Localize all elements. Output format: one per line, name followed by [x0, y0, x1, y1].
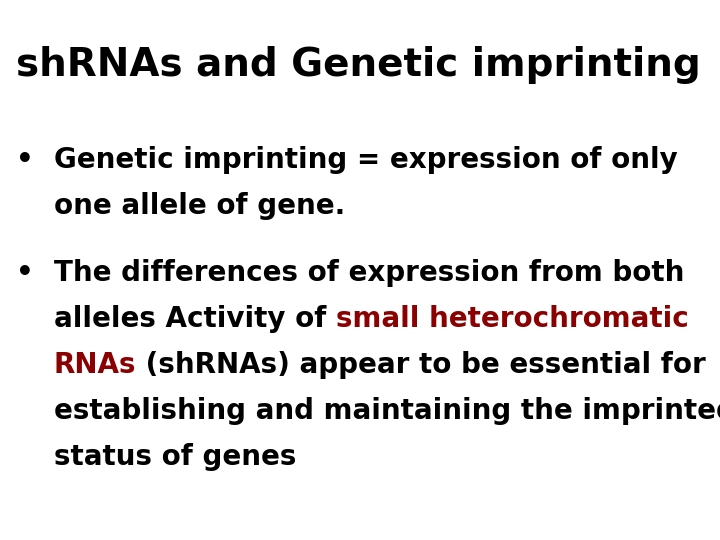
Text: alleles Activity of: alleles Activity of: [54, 305, 336, 333]
Text: one allele of gene.: one allele of gene.: [54, 192, 346, 220]
Text: Genetic imprinting = expression of only: Genetic imprinting = expression of only: [54, 146, 678, 174]
Text: establishing and maintaining the imprinted: establishing and maintaining the imprint…: [54, 397, 720, 425]
Text: status of genes: status of genes: [54, 443, 297, 471]
Text: (shRNAs) appear to be essential for: (shRNAs) appear to be essential for: [137, 351, 706, 379]
Text: small heterochromatic: small heterochromatic: [336, 305, 689, 333]
Text: shRNAs and Genetic imprinting: shRNAs and Genetic imprinting: [16, 46, 701, 84]
Text: •: •: [16, 259, 34, 287]
Text: •: •: [16, 146, 34, 174]
Text: RNAs: RNAs: [54, 351, 137, 379]
Text: The differences of expression from both: The differences of expression from both: [54, 259, 685, 287]
